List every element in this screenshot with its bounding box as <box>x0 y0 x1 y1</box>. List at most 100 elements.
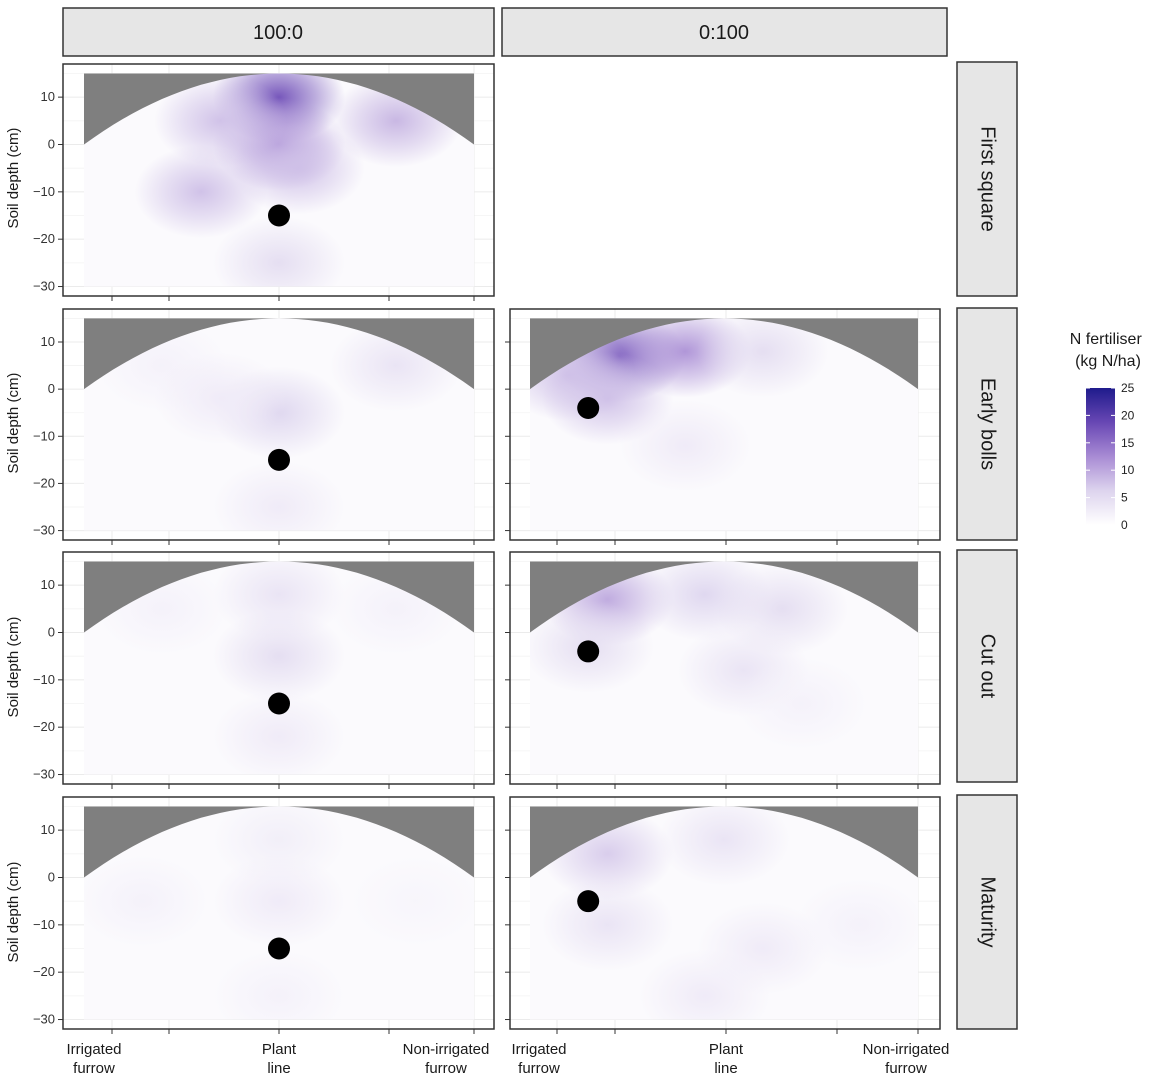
heat-cell <box>541 878 674 972</box>
y-tick-label: −20 <box>33 964 55 979</box>
panel-maturity-0-100 <box>505 796 941 1034</box>
legend-title-line: (kg N/ha) <box>1075 353 1141 370</box>
y-axis-title: Soil depth (cm) <box>5 617 22 718</box>
colorbar-tick-label: 15 <box>1121 436 1135 450</box>
dripper-point <box>268 937 290 960</box>
heat-cell <box>735 657 868 750</box>
x-category-label: Non-irrigated furrow <box>403 1041 490 1077</box>
heat-cell <box>232 121 365 215</box>
y-tick-label: −30 <box>33 1012 55 1027</box>
y-tick-label: 0 <box>48 136 55 151</box>
legend-title: N fertiliser (kg N/ha) <box>1070 331 1146 370</box>
heatmap-field <box>84 73 474 287</box>
heatmap-field <box>530 806 918 1020</box>
y-tick-label: 10 <box>41 822 55 837</box>
heatmap-field <box>84 561 474 775</box>
y-tick-label: −10 <box>33 184 55 199</box>
y-tick-label: 0 <box>48 624 55 639</box>
heat-cell <box>84 854 209 948</box>
row-strip-cut-out: Cut out <box>956 549 1018 783</box>
dripper-point <box>577 640 600 663</box>
heat-cell <box>212 690 346 775</box>
row-strips: First square Early bolls Cut out Maturit… <box>956 61 1018 1030</box>
soil-surface-mask <box>84 73 474 145</box>
heat-cell <box>154 352 287 445</box>
dripper-point <box>268 692 290 715</box>
soil-surface-mask <box>530 318 918 390</box>
heatmap-field <box>530 561 918 775</box>
column-strip-label: 0:100 <box>699 22 749 44</box>
colorbar-tick-label: 20 <box>1121 408 1135 422</box>
y-tick-label: −30 <box>33 523 55 538</box>
y-tick-label: 10 <box>41 89 55 104</box>
x-category-label: Irrigated furrow <box>511 1041 566 1077</box>
colorbar-tick-label: 10 <box>1121 463 1135 477</box>
panel-border <box>509 308 941 541</box>
heat-cell <box>349 854 474 948</box>
y-tick-label: 10 <box>41 334 55 349</box>
heat-cell <box>696 318 829 398</box>
dripper-point <box>268 204 290 227</box>
y-tick-label: −30 <box>33 279 55 294</box>
heat-cell <box>212 561 346 641</box>
colorbar-tick-label: 0 <box>1121 518 1128 532</box>
soil-surface-mask <box>84 806 474 878</box>
x-category-label: Plant line <box>709 1041 744 1077</box>
heat-cell <box>212 216 346 287</box>
y-tick-label: −20 <box>33 719 55 734</box>
y-tick-label: −10 <box>33 672 55 687</box>
heat-cell <box>212 949 346 1020</box>
y-tick-label: −30 <box>33 767 55 782</box>
panel-first-square-100-0: 10 0 −10 −20 −30 <box>33 63 495 301</box>
legend-title-line: N fertiliser <box>1070 331 1143 348</box>
column-strip-label: 100:0 <box>253 22 303 44</box>
dripper-point <box>268 448 290 471</box>
row-strip-first-square: First square <box>956 61 1018 297</box>
panel-early-bolls-100-0: 10 0 −10 −20 −30 <box>33 308 495 545</box>
panel-maturity-100-0: 10 0 −10 −20 −30 <box>33 796 495 1034</box>
y-axis-titles: Soil depth (cm) Soil depth (cm) Soil dep… <box>5 128 22 963</box>
row-strip-label: First square <box>977 126 999 232</box>
column-strip-0-100: 0:100 <box>501 7 948 57</box>
heatmap-field <box>84 806 474 1020</box>
soil-surface-mask <box>530 806 918 878</box>
panel-border <box>509 551 941 785</box>
x-category-label: Plant line <box>262 1041 297 1077</box>
column-strips: 100:0 0:100 <box>62 7 948 57</box>
y-axis-title: Soil depth (cm) <box>5 862 22 963</box>
y-tick-label: −20 <box>33 231 55 246</box>
soil-surface-mask <box>530 561 918 633</box>
panel-border <box>509 796 941 1030</box>
colorbar-legend: N fertiliser (kg N/ha) 25 20 15 10 5 0 <box>1070 331 1146 532</box>
colorbar-ticks: 25 20 15 10 5 0 <box>1086 381 1135 532</box>
panel-cut-out-100-0: 10 0 −10 −20 −30 <box>33 551 495 789</box>
dripper-point <box>577 397 600 419</box>
heatmap-field <box>530 318 918 531</box>
heat-cell <box>212 806 346 886</box>
row-strip-maturity: Maturity <box>956 794 1018 1030</box>
heatmap-panels: 10 0 −10 −20 −30 10 0 −10 −20 −30 10 0 −10 −20 −30 10 0 −… <box>33 63 941 1034</box>
heat-cell <box>793 878 918 972</box>
dripper-point <box>577 890 600 913</box>
panel-early-bolls-0-100 <box>505 308 941 545</box>
x-axis-category-labels: Irrigated furrow Plant line Non-irrigated fur… <box>66 1041 949 1077</box>
colorbar <box>1086 388 1115 525</box>
soil-surface-mask <box>84 561 474 633</box>
colorbar-tick-label: 5 <box>1121 491 1128 505</box>
y-tick-label: 10 <box>41 577 55 592</box>
colorbar-tick-label: 25 <box>1121 381 1135 395</box>
y-tick-label: −20 <box>33 475 55 490</box>
heat-cell <box>638 949 771 1020</box>
row-strip-label: Maturity <box>977 876 999 947</box>
row-strip-early-bolls: Early bolls <box>956 307 1018 541</box>
x-category-label: Irrigated furrow <box>66 1041 121 1077</box>
y-tick-label: 0 <box>48 869 55 884</box>
y-tick-label: 0 <box>48 381 55 396</box>
y-tick-label: −10 <box>33 428 55 443</box>
soil-surface-mask <box>84 318 474 390</box>
y-axis-title: Soil depth (cm) <box>5 128 22 229</box>
panel-cut-out-0-100 <box>505 551 941 789</box>
x-category-label: Non-irrigated furrow <box>863 1041 950 1077</box>
y-axis-title: Soil depth (cm) <box>5 373 22 474</box>
